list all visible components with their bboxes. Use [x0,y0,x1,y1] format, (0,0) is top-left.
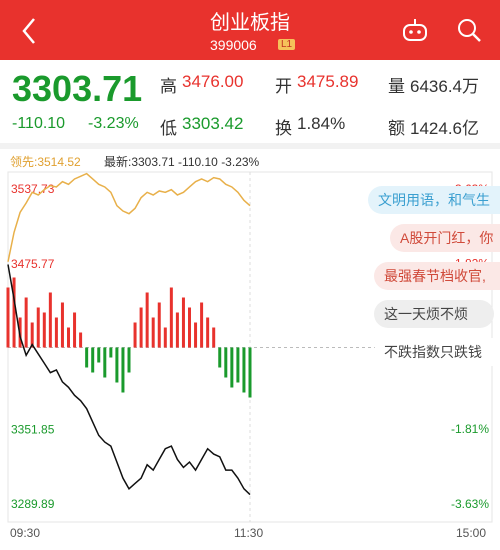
volume-bar [73,312,77,348]
volume-bar [36,307,40,348]
volume-bar [181,297,185,348]
volume-bar [60,302,64,348]
comment-bubble: 文明用语，和气生 [368,186,500,214]
search-icon[interactable] [455,16,483,44]
y2-tick-label: -3.63% [451,497,489,511]
volume-bar [157,302,161,348]
comment-bubble: 最强春节档收官, [374,262,500,290]
change-pct: -3.23% [88,115,139,132]
volume-bar [206,317,210,348]
volume-bar [12,277,16,348]
comment-bubble: A股开门红，你 [390,224,500,252]
legend-latest-text: 最新:3303.71 -110.10 -3.23% [104,155,260,169]
comment-bubble: 这一天烦不烦 [374,300,494,328]
volume-bar [133,322,137,348]
volume-bar [230,347,234,388]
code: 399006 [210,37,257,53]
volume-bar [6,287,10,348]
volume-bar [115,347,119,383]
volume-bar [48,292,52,348]
legend-leading: 领先:3514.52 [10,155,81,169]
title: 创业板指 [210,12,290,34]
field-label: 量 [388,77,405,96]
comment-bubble: 不跌指数只跌钱 [374,338,500,366]
robot-icon[interactable] [400,16,430,44]
volume-bar [121,347,125,393]
volume-bar [175,312,179,348]
field-value: 1424.6亿 [410,119,479,138]
field-label: 额 [388,119,405,138]
volume-bar [212,327,216,348]
field-value: 6436.4万 [410,77,479,96]
volume-bar [236,347,240,383]
field-value: 3476.00 [182,72,244,91]
volume-bar [103,347,107,378]
volume-bar [42,312,46,348]
y-tick-label: 3475.77 [11,257,55,271]
x-tick-label: 11:30 [234,526,263,540]
y-tick-label: 3289.89 [11,497,55,511]
volume-bar [85,347,89,368]
price: 3303.71 [12,68,143,109]
price-line [7,172,251,262]
volume-bar [242,347,246,393]
badge: L1 [278,39,296,50]
volume-bar [169,287,173,348]
header [0,0,500,60]
field-value: 3475.89 [297,72,359,91]
y2-tick-label: -1.81% [451,422,489,436]
volume-bar [54,317,58,348]
volume-bar [145,292,149,348]
field-value: 1.84% [297,114,346,133]
volume-bar [24,297,28,348]
volume-bar [139,307,143,348]
volume-bar [97,347,101,363]
volume-bar [67,327,70,348]
field-label: 换 [275,119,292,138]
price-line [7,264,251,496]
volume-bar [91,347,95,373]
field-value: 3303.42 [182,114,244,133]
volume-bar [248,347,252,398]
volume-bar [151,317,155,348]
volume-bar [194,322,198,348]
volume-bar [200,302,204,348]
y-tick-label: 3537.73 [11,182,55,196]
y-tick-label: 3351.85 [11,422,55,436]
volume-bar [218,347,222,368]
field-label: 开 [275,77,292,96]
volume-bar [30,322,34,348]
field-label: 高 [160,77,177,96]
x-tick-label: 15:00 [456,526,486,540]
change: -110.10 [12,115,66,132]
back-button[interactable] [20,16,40,46]
volume-bar [127,347,131,373]
field-label: 低 [160,119,177,138]
volume-bar [188,307,191,348]
x-tick-label: 09:30 [10,526,40,540]
volume-bar [163,327,167,348]
volume-bar [224,347,228,378]
legend-latest: 最新:3303.71 -110.10 -3.23% [104,153,259,170]
volume-bar [79,332,83,348]
divider [0,143,500,149]
volume-bar [109,347,113,358]
